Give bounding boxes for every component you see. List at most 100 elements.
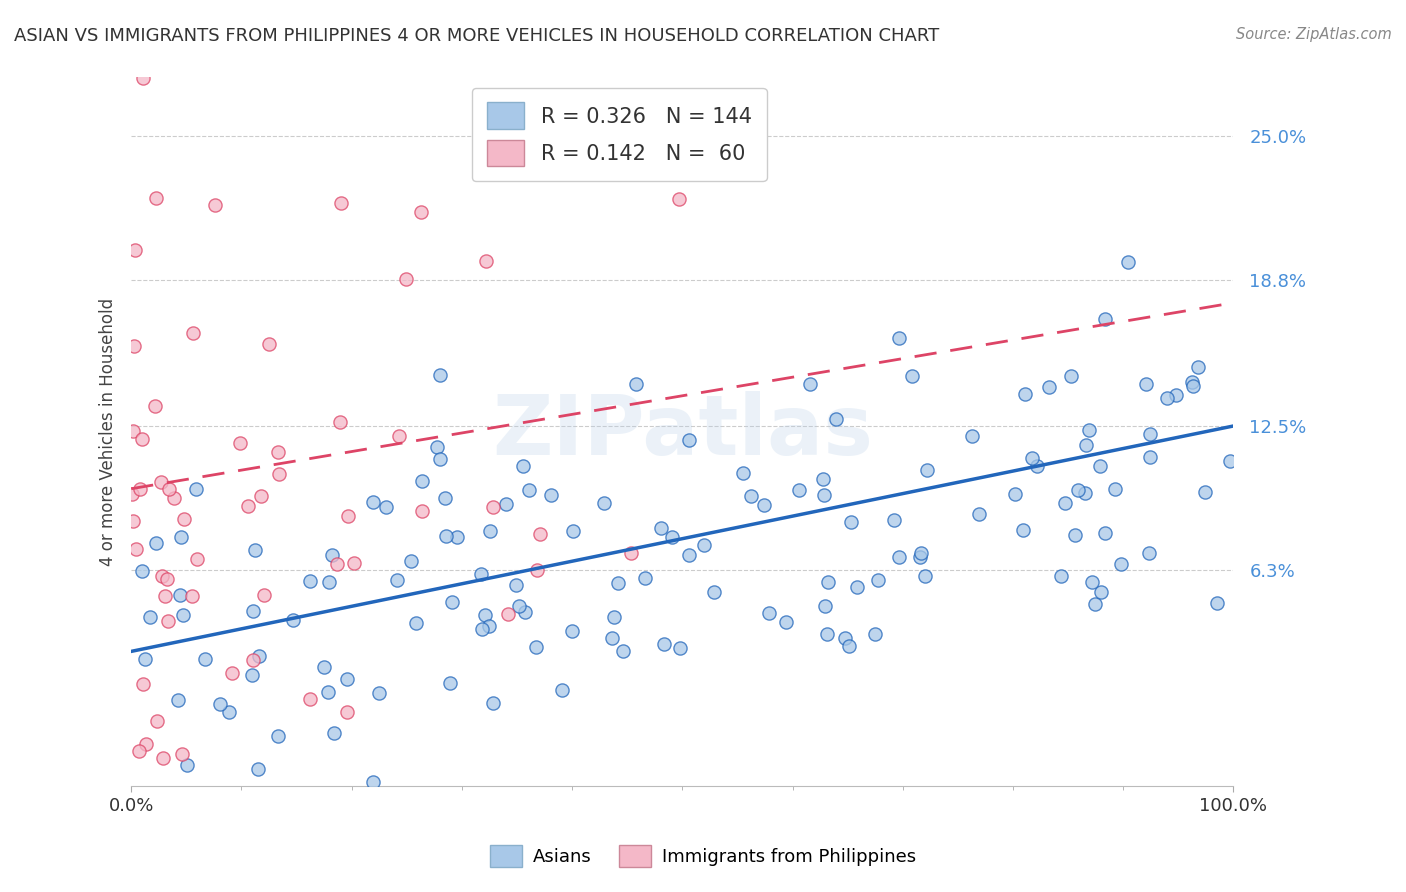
Point	[1014, 387, 1036, 401]
Point	[813, 472, 835, 486]
Legend: Asians, Immigrants from Philippines: Asians, Immigrants from Philippines	[482, 838, 924, 874]
Text: Source: ZipAtlas.com: Source: ZipAtlas.com	[1236, 27, 1392, 42]
Legend: R = 0.326   N = 144, R = 0.142   N =  60: R = 0.326 N = 144, R = 0.142 N = 60	[472, 87, 766, 181]
Point	[692, 538, 714, 552]
Point	[330, 196, 353, 211]
Point	[593, 496, 616, 510]
Point	[1081, 574, 1104, 589]
Point	[187, 818, 209, 832]
Point	[813, 488, 835, 502]
Point	[336, 509, 359, 524]
Point	[678, 548, 700, 562]
Point	[969, 507, 991, 521]
Point	[441, 595, 464, 609]
Point	[388, 429, 411, 443]
Point	[363, 495, 385, 509]
Point	[733, 466, 755, 480]
Point	[132, 70, 155, 85]
Point	[634, 571, 657, 585]
Point	[1181, 376, 1204, 390]
Point	[814, 599, 837, 614]
Point	[1181, 378, 1204, 392]
Point	[887, 331, 910, 345]
Point	[444, 847, 467, 862]
Point	[1038, 380, 1060, 394]
Point	[176, 758, 198, 772]
Point	[815, 627, 838, 641]
Point	[336, 705, 359, 719]
Point	[409, 205, 432, 219]
Point	[218, 706, 240, 720]
Point	[526, 640, 548, 655]
Point	[482, 696, 505, 710]
Point	[889, 549, 911, 564]
Point	[474, 608, 496, 623]
Point	[209, 697, 232, 711]
Point	[316, 685, 339, 699]
Point	[471, 622, 494, 636]
Point	[960, 429, 983, 443]
Point	[426, 440, 449, 454]
Point	[240, 668, 263, 682]
Point	[603, 610, 626, 624]
Point	[124, 243, 146, 257]
Point	[156, 572, 179, 586]
Point	[1021, 450, 1043, 465]
Point	[411, 474, 433, 488]
Point	[267, 445, 290, 459]
Point	[361, 774, 384, 789]
Point	[838, 639, 860, 653]
Point	[131, 564, 153, 578]
Point	[1078, 424, 1101, 438]
Point	[321, 548, 343, 562]
Point	[135, 737, 157, 751]
Point	[131, 432, 153, 446]
Point	[561, 524, 583, 538]
Point	[1025, 458, 1047, 473]
Point	[429, 368, 451, 383]
Point	[434, 491, 457, 505]
Point	[122, 339, 145, 353]
Point	[1088, 459, 1111, 474]
Point	[157, 482, 180, 496]
Point	[242, 652, 264, 666]
Point	[399, 554, 422, 568]
Point	[181, 326, 204, 340]
Point	[1135, 376, 1157, 391]
Point	[221, 666, 243, 681]
Point	[229, 435, 252, 450]
Point	[236, 500, 259, 514]
Point	[526, 563, 548, 577]
Point	[1074, 486, 1097, 500]
Point	[1094, 526, 1116, 541]
Point	[314, 660, 336, 674]
Point	[825, 412, 848, 426]
Point	[1050, 569, 1073, 583]
Point	[758, 606, 780, 620]
Point	[153, 590, 176, 604]
Point	[799, 377, 821, 392]
Point	[529, 526, 551, 541]
Point	[612, 644, 634, 658]
Point	[329, 415, 352, 429]
Point	[242, 603, 264, 617]
Point	[513, 606, 536, 620]
Point	[247, 762, 270, 776]
Point	[411, 504, 433, 518]
Point	[121, 515, 143, 529]
Point	[1104, 482, 1126, 496]
Point	[668, 641, 690, 656]
Point	[336, 672, 359, 686]
Point	[817, 574, 839, 589]
Point	[169, 588, 191, 602]
Point	[170, 747, 193, 762]
Point	[1064, 527, 1087, 541]
Point	[243, 542, 266, 557]
Point	[449, 850, 471, 864]
Point	[186, 482, 208, 496]
Point	[150, 475, 173, 489]
Point	[145, 536, 167, 550]
Point	[186, 551, 208, 566]
Point	[901, 369, 924, 384]
Point	[257, 336, 280, 351]
